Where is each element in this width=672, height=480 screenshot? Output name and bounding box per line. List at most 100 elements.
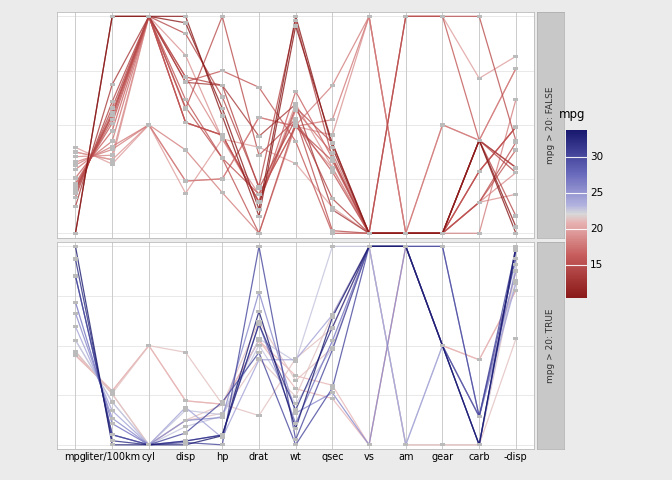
FancyBboxPatch shape [110, 158, 115, 161]
FancyBboxPatch shape [220, 14, 225, 18]
FancyBboxPatch shape [110, 100, 115, 103]
FancyBboxPatch shape [220, 403, 225, 407]
FancyBboxPatch shape [183, 98, 188, 101]
FancyBboxPatch shape [110, 113, 115, 117]
FancyBboxPatch shape [73, 189, 78, 192]
FancyBboxPatch shape [293, 90, 298, 93]
FancyBboxPatch shape [73, 354, 78, 357]
FancyBboxPatch shape [440, 245, 445, 248]
FancyBboxPatch shape [293, 422, 298, 425]
FancyBboxPatch shape [183, 107, 188, 110]
FancyBboxPatch shape [220, 191, 225, 194]
FancyBboxPatch shape [73, 187, 78, 191]
FancyBboxPatch shape [293, 125, 298, 129]
Text: 20: 20 [590, 224, 603, 234]
FancyBboxPatch shape [110, 83, 115, 86]
FancyBboxPatch shape [146, 344, 151, 347]
FancyBboxPatch shape [110, 139, 115, 143]
FancyBboxPatch shape [73, 184, 78, 188]
FancyBboxPatch shape [293, 24, 298, 28]
FancyBboxPatch shape [513, 166, 519, 169]
FancyBboxPatch shape [330, 391, 335, 395]
FancyBboxPatch shape [183, 443, 188, 446]
FancyBboxPatch shape [183, 406, 188, 409]
FancyBboxPatch shape [330, 146, 335, 149]
FancyBboxPatch shape [146, 443, 151, 446]
FancyBboxPatch shape [330, 208, 335, 212]
FancyBboxPatch shape [257, 215, 261, 218]
FancyBboxPatch shape [476, 139, 482, 142]
FancyBboxPatch shape [403, 245, 409, 248]
FancyBboxPatch shape [257, 358, 261, 361]
FancyBboxPatch shape [476, 231, 482, 235]
FancyBboxPatch shape [257, 320, 261, 323]
FancyBboxPatch shape [476, 358, 482, 361]
FancyBboxPatch shape [330, 326, 335, 330]
FancyBboxPatch shape [220, 177, 225, 180]
FancyBboxPatch shape [220, 137, 225, 141]
FancyBboxPatch shape [110, 14, 115, 18]
FancyBboxPatch shape [513, 257, 519, 260]
FancyBboxPatch shape [330, 118, 335, 121]
FancyBboxPatch shape [110, 409, 115, 412]
FancyBboxPatch shape [220, 443, 225, 446]
FancyBboxPatch shape [110, 162, 115, 166]
FancyBboxPatch shape [220, 413, 225, 416]
FancyBboxPatch shape [513, 249, 519, 252]
FancyBboxPatch shape [293, 360, 298, 363]
FancyBboxPatch shape [257, 85, 261, 89]
FancyBboxPatch shape [73, 146, 78, 149]
FancyBboxPatch shape [73, 181, 78, 185]
FancyBboxPatch shape [73, 257, 78, 261]
FancyBboxPatch shape [73, 338, 78, 342]
FancyBboxPatch shape [73, 176, 78, 180]
FancyBboxPatch shape [110, 400, 115, 404]
FancyBboxPatch shape [513, 192, 519, 196]
FancyBboxPatch shape [73, 168, 78, 171]
FancyBboxPatch shape [257, 310, 261, 313]
FancyBboxPatch shape [293, 379, 298, 382]
FancyBboxPatch shape [513, 245, 519, 248]
FancyBboxPatch shape [513, 98, 519, 101]
FancyBboxPatch shape [293, 102, 298, 106]
FancyBboxPatch shape [513, 166, 519, 169]
FancyBboxPatch shape [330, 197, 335, 200]
FancyBboxPatch shape [440, 14, 445, 18]
FancyBboxPatch shape [293, 19, 298, 23]
FancyBboxPatch shape [293, 387, 298, 390]
FancyBboxPatch shape [293, 123, 298, 127]
FancyBboxPatch shape [183, 425, 188, 428]
FancyBboxPatch shape [183, 419, 188, 422]
FancyBboxPatch shape [257, 134, 261, 138]
FancyBboxPatch shape [220, 95, 225, 98]
FancyBboxPatch shape [257, 184, 261, 188]
FancyBboxPatch shape [330, 152, 335, 155]
FancyBboxPatch shape [220, 114, 225, 118]
FancyBboxPatch shape [293, 411, 298, 415]
FancyBboxPatch shape [476, 169, 482, 173]
FancyBboxPatch shape [183, 441, 188, 444]
FancyBboxPatch shape [257, 187, 261, 190]
FancyBboxPatch shape [220, 433, 225, 437]
FancyBboxPatch shape [513, 139, 519, 143]
FancyBboxPatch shape [183, 180, 188, 183]
FancyBboxPatch shape [513, 269, 519, 272]
FancyBboxPatch shape [476, 443, 482, 446]
FancyBboxPatch shape [476, 77, 482, 80]
FancyBboxPatch shape [403, 443, 409, 446]
FancyBboxPatch shape [330, 347, 335, 349]
FancyBboxPatch shape [257, 245, 261, 248]
FancyBboxPatch shape [110, 393, 115, 396]
FancyBboxPatch shape [220, 400, 225, 404]
FancyBboxPatch shape [257, 357, 261, 360]
Text: mpg > 20: FALSE: mpg > 20: FALSE [546, 86, 555, 164]
FancyBboxPatch shape [513, 214, 519, 218]
FancyBboxPatch shape [293, 443, 298, 446]
FancyBboxPatch shape [73, 312, 78, 315]
FancyBboxPatch shape [293, 102, 298, 106]
FancyBboxPatch shape [183, 32, 188, 36]
FancyBboxPatch shape [257, 231, 261, 235]
FancyBboxPatch shape [330, 166, 335, 169]
Text: mpg > 20: TRUE: mpg > 20: TRUE [546, 308, 555, 383]
FancyBboxPatch shape [330, 167, 335, 170]
